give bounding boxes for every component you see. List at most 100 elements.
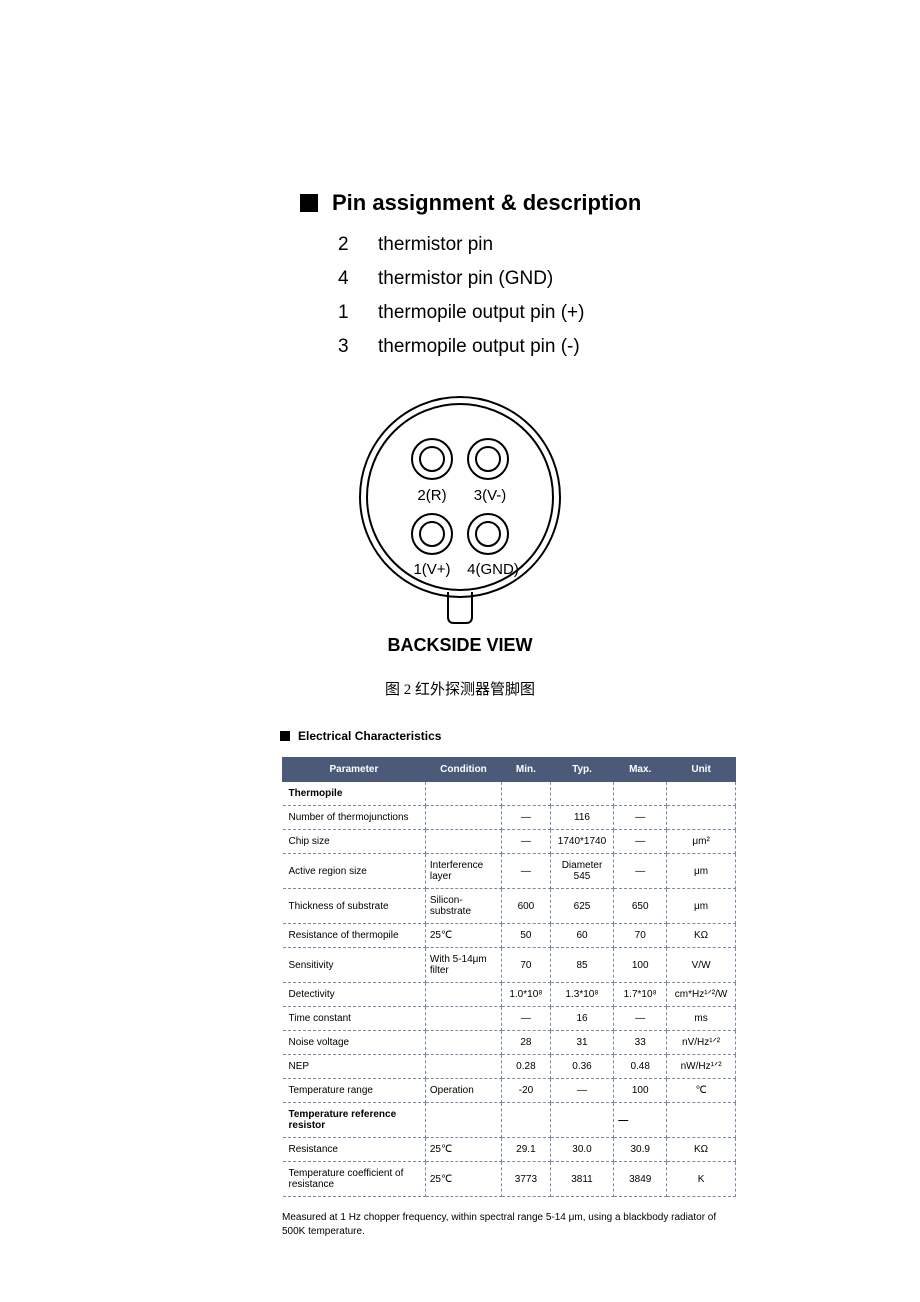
diagram-label-1v: 1(V+) bbox=[413, 561, 450, 578]
cell-min: — bbox=[502, 806, 551, 830]
heading-text: Pin assignment & description bbox=[332, 190, 641, 216]
pin-assignment-heading: Pin assignment & description bbox=[300, 190, 860, 216]
cell-cond bbox=[425, 1031, 501, 1055]
table-row: Thickness of substrateSilicon-substrate6… bbox=[283, 889, 736, 924]
cell-typ: 31 bbox=[550, 1031, 614, 1055]
cell-min: 600 bbox=[502, 889, 551, 924]
cell-cond bbox=[425, 983, 501, 1007]
col-condition: Condition bbox=[425, 758, 501, 782]
col-max: Max. bbox=[614, 758, 667, 782]
cell-max: 100 bbox=[614, 948, 667, 983]
cell-typ: 85 bbox=[550, 948, 614, 983]
table-row: Thermopile bbox=[283, 782, 736, 806]
table-row: Detectivity1.0*10⁸1.3*10⁸1.7*10⁸cm*Hz¹ᐟ²… bbox=[283, 983, 736, 1007]
cell-unit: ℃ bbox=[667, 1079, 736, 1103]
cell-param: Temperature range bbox=[283, 1079, 426, 1103]
cell-param: Noise voltage bbox=[283, 1031, 426, 1055]
cell-typ: 60 bbox=[550, 924, 614, 948]
cell-param: Resistance of thermopile bbox=[283, 924, 426, 948]
pin-description: thermopile output pin (+) bbox=[378, 302, 584, 324]
cell-typ: 1.3*10⁸ bbox=[550, 983, 614, 1007]
pin-diagram-svg: 2(R) 3(V-) 1(V+) 4(GND) bbox=[355, 392, 565, 627]
cell-min: 1.0*10⁸ bbox=[502, 983, 551, 1007]
cell-param: Chip size bbox=[283, 830, 426, 854]
cell-param: Time constant bbox=[283, 1007, 426, 1031]
cell-typ: 16 bbox=[550, 1007, 614, 1031]
pin-row: 2 thermistor pin bbox=[338, 234, 860, 256]
pin-number: 2 bbox=[338, 234, 352, 256]
cell-typ: 1740*1740 bbox=[550, 830, 614, 854]
cell-typ bbox=[550, 1103, 614, 1138]
cell-param: Resistance bbox=[283, 1138, 426, 1162]
cell-unit bbox=[667, 1103, 736, 1138]
table-row: Temperature coefficient of resistance25℃… bbox=[283, 1162, 736, 1197]
cell-min: — bbox=[502, 1007, 551, 1031]
cell-max: 650 bbox=[614, 889, 667, 924]
cell-typ: 3811 bbox=[550, 1162, 614, 1197]
cell-max: — bbox=[614, 1007, 667, 1031]
cell-param: Detectivity bbox=[283, 983, 426, 1007]
table-row: NEP0.280.360.48nW/Hz¹ᐟ² bbox=[283, 1055, 736, 1079]
cell-unit: cm*Hz¹ᐟ²/W bbox=[667, 983, 736, 1007]
cell-param: Temperature reference resistor bbox=[283, 1103, 426, 1138]
cell-cond: Operation bbox=[425, 1079, 501, 1103]
cell-unit bbox=[667, 782, 736, 806]
cell-min: — bbox=[502, 854, 551, 889]
table-row: SensitivityWith 5-14μm filter7085100V/W bbox=[283, 948, 736, 983]
pin-description: thermopile output pin (-) bbox=[378, 336, 580, 358]
cell-cond: 25℃ bbox=[425, 1162, 501, 1197]
cell-max: 30.9 bbox=[614, 1138, 667, 1162]
cell-min: 29.1 bbox=[502, 1138, 551, 1162]
cell-unit: KΩ bbox=[667, 924, 736, 948]
cell-min: 0.28 bbox=[502, 1055, 551, 1079]
cell-unit bbox=[667, 806, 736, 830]
cell-min: 50 bbox=[502, 924, 551, 948]
pin-description: thermistor pin bbox=[378, 234, 493, 256]
cell-typ: — bbox=[550, 1079, 614, 1103]
cell-min: — bbox=[502, 830, 551, 854]
col-unit: Unit bbox=[667, 758, 736, 782]
bullet-square-icon bbox=[280, 731, 290, 741]
cell-min bbox=[502, 1103, 551, 1138]
table-row: Resistance of thermopile25℃506070KΩ bbox=[283, 924, 736, 948]
table-row: Number of thermojunctions —116— bbox=[283, 806, 736, 830]
pin-row: 4thermistor pin (GND) bbox=[338, 268, 860, 290]
cell-typ: 116 bbox=[550, 806, 614, 830]
diagram-label-4g: 4(GND) bbox=[467, 561, 519, 578]
cell-max: — bbox=[614, 806, 667, 830]
pin-row: 1 thermopile output pin (+) bbox=[338, 302, 860, 324]
electrical-characteristics-heading: Electrical Characteristics bbox=[280, 729, 860, 743]
measurement-footnote: Measured at 1 Hz chopper frequency, with… bbox=[282, 1211, 736, 1238]
cell-cond bbox=[425, 830, 501, 854]
figure-caption: 图 2 红外探测器管脚图 bbox=[60, 678, 860, 699]
backside-diagram: 2(R) 3(V-) 1(V+) 4(GND) BACKSIDE VIEW bbox=[60, 392, 860, 656]
cell-param: Sensitivity bbox=[283, 948, 426, 983]
col-min: Min. bbox=[502, 758, 551, 782]
cell-cond bbox=[425, 1103, 501, 1138]
cell-min: 3773 bbox=[502, 1162, 551, 1197]
cell-unit: K bbox=[667, 1162, 736, 1197]
cell-cond bbox=[425, 1055, 501, 1079]
cell-max: — bbox=[614, 854, 667, 889]
pin-number: 3 bbox=[338, 336, 352, 358]
cell-cond bbox=[425, 782, 501, 806]
table-row: Temperature reference resistor — bbox=[283, 1103, 736, 1138]
cell-param: Number of thermojunctions bbox=[283, 806, 426, 830]
cell-param: NEP bbox=[283, 1055, 426, 1079]
cell-param: Active region size bbox=[283, 854, 426, 889]
bullet-square-icon bbox=[300, 194, 318, 212]
cell-cond: Silicon-substrate bbox=[425, 889, 501, 924]
cell-max: 70 bbox=[614, 924, 667, 948]
pin-number: 1 bbox=[338, 302, 352, 324]
cell-min bbox=[502, 782, 551, 806]
cell-unit: ms bbox=[667, 1007, 736, 1031]
cell-cond bbox=[425, 806, 501, 830]
cell-unit: nW/Hz¹ᐟ² bbox=[667, 1055, 736, 1079]
cell-max: — bbox=[614, 1103, 667, 1138]
cell-cond: 25℃ bbox=[425, 924, 501, 948]
cell-min: -20 bbox=[502, 1079, 551, 1103]
cell-cond bbox=[425, 1007, 501, 1031]
cell-unit: KΩ bbox=[667, 1138, 736, 1162]
pin-description: thermistor pin (GND) bbox=[378, 268, 553, 290]
cell-max bbox=[614, 782, 667, 806]
